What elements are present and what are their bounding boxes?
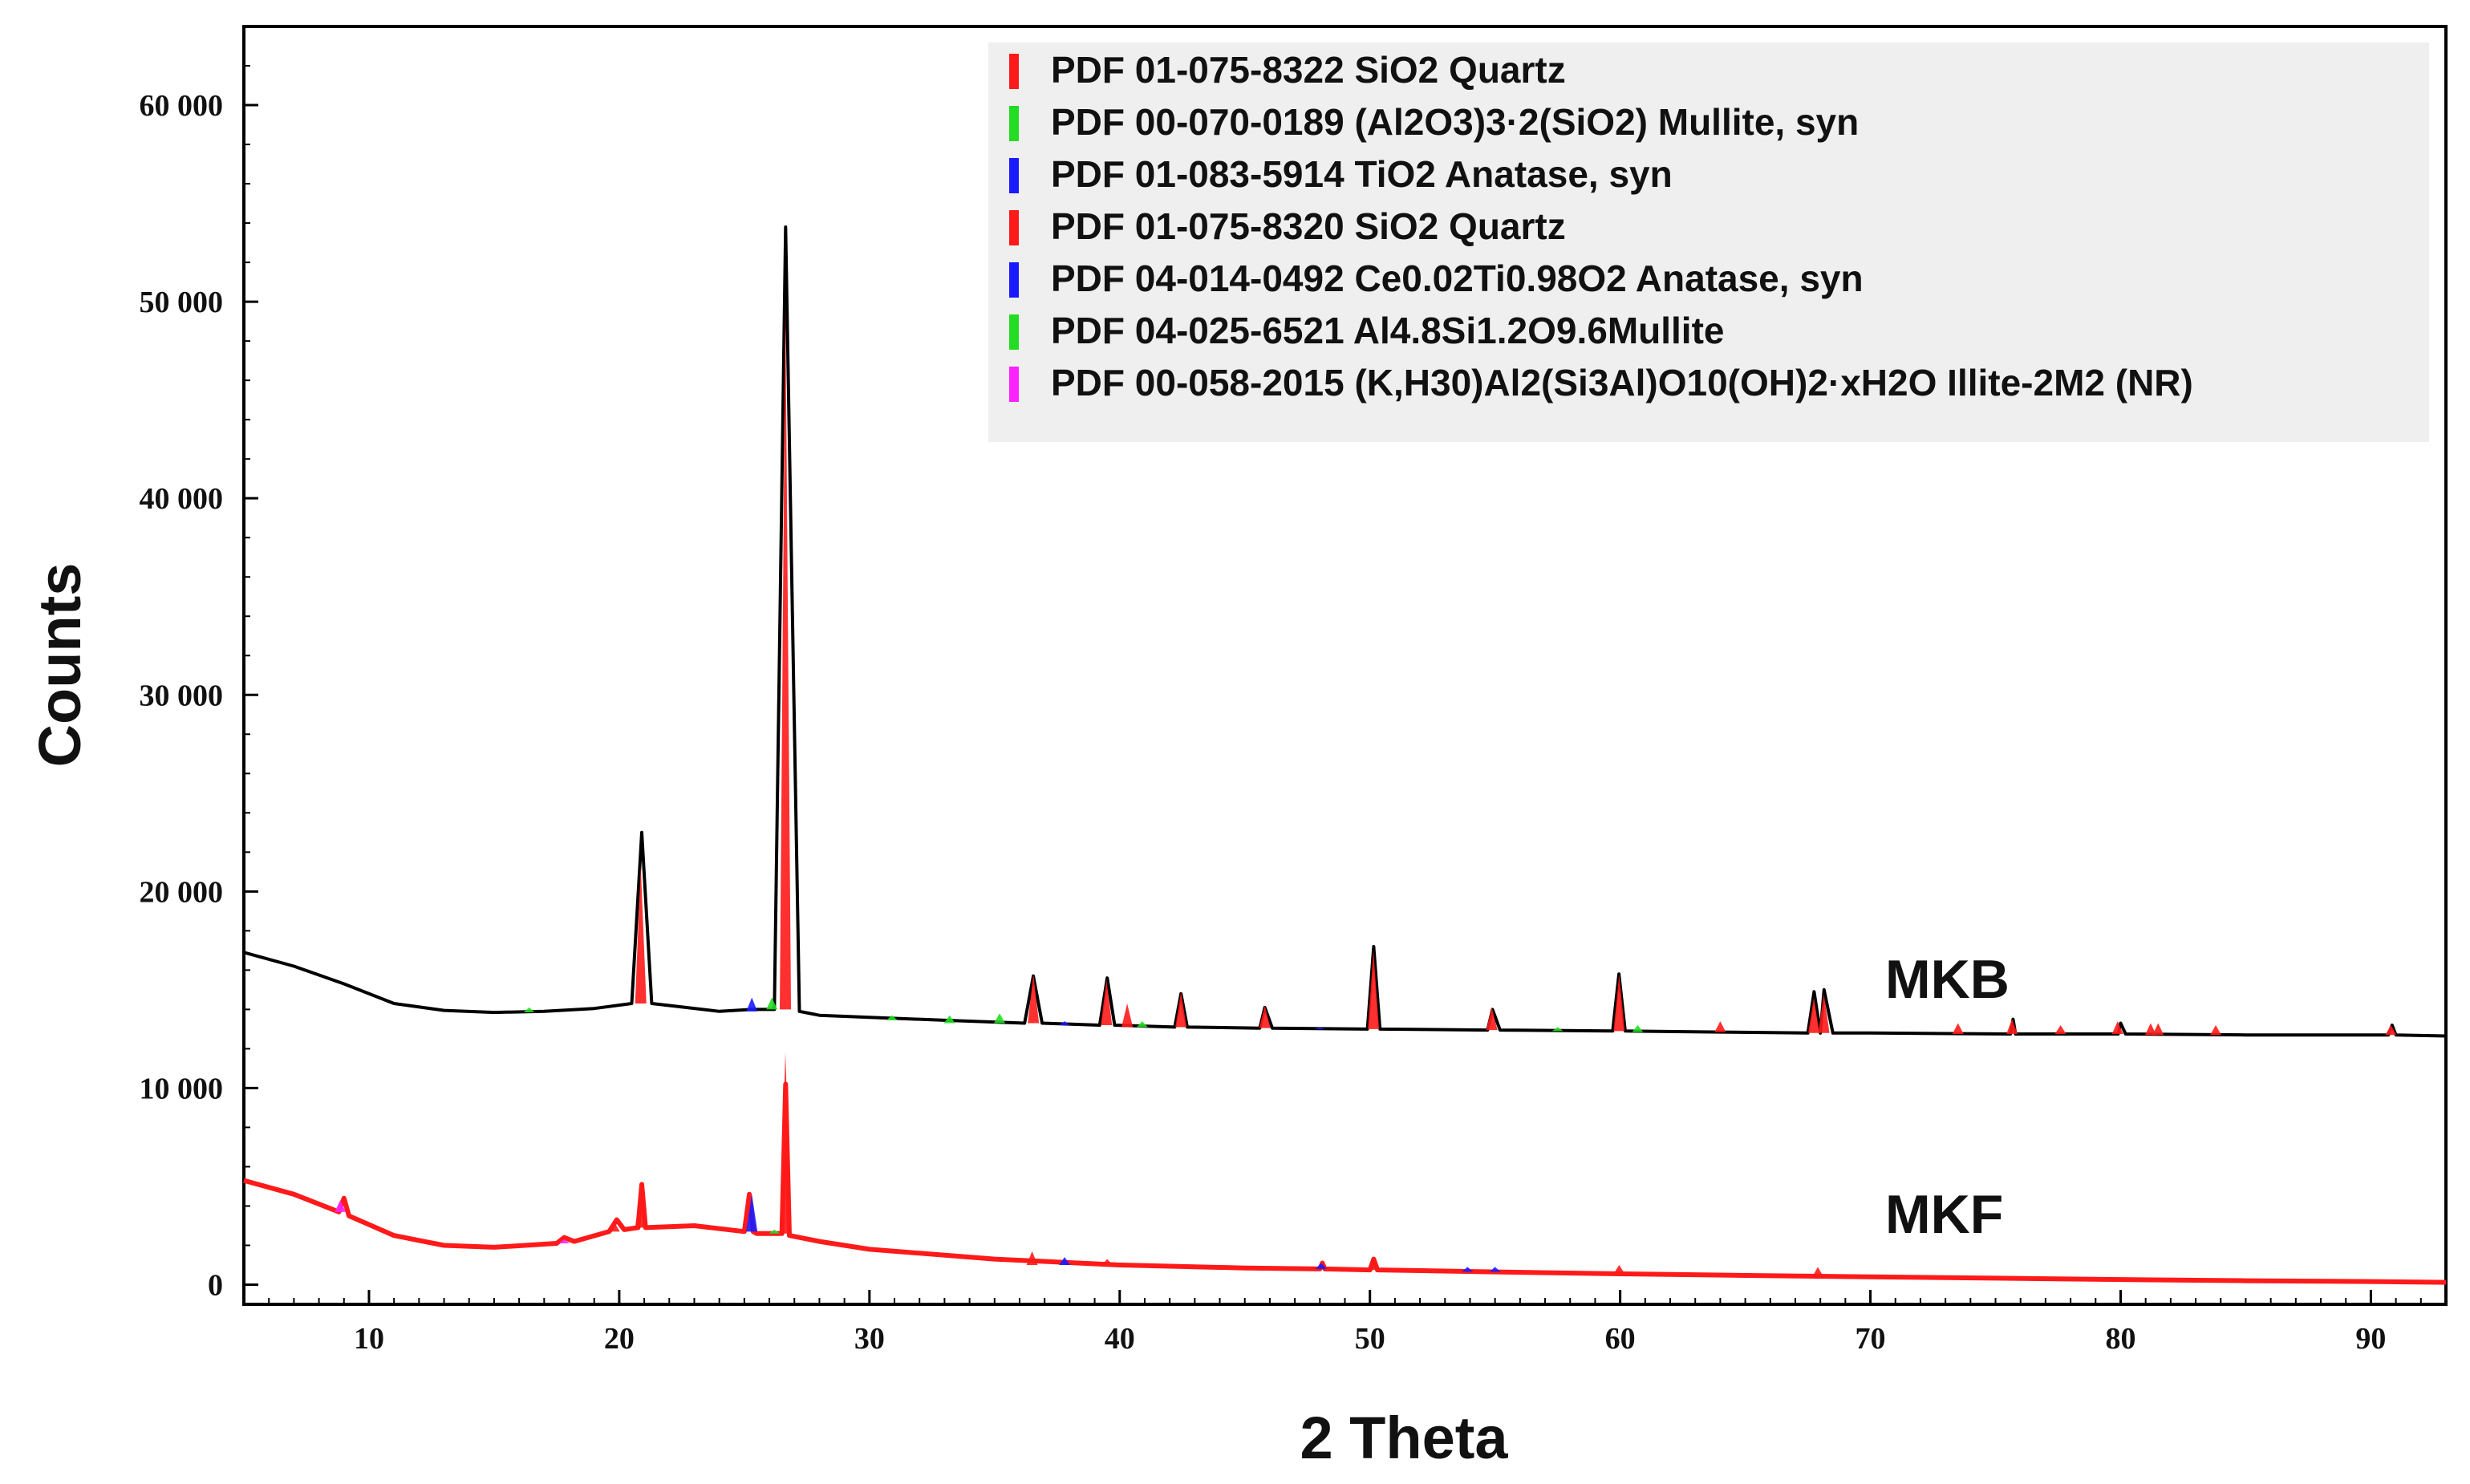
- phase-marker: [2054, 1024, 2066, 1035]
- x-tick-label: 90: [2355, 1322, 2386, 1356]
- y-tick-label: 30 000: [140, 679, 224, 712]
- phase-marker: [943, 1015, 955, 1024]
- phase-marker: [2144, 1023, 2156, 1036]
- phase-marker: [1368, 950, 1380, 1029]
- phase-marker: [746, 1194, 758, 1232]
- legend-label: PDF 01-075-8320 SiO2 Quartz: [1051, 205, 1566, 247]
- legend-item: PDF 00-070-0189 (Al2O3)3·2(SiO2) Mullite…: [1009, 101, 1859, 143]
- legend-swatch: [1009, 210, 1019, 245]
- series-line-mkf: [243, 1081, 2447, 1285]
- legend: PDF 01-075-8322 SiO2 Quartz PDF 00-070-01…: [988, 43, 2429, 442]
- phase-marker: [1028, 974, 1040, 1024]
- legend-label: PDF 04-025-6521 Al4.8Si1.2O9.6Mullite: [1051, 310, 1724, 351]
- y-tick-label: 50 000: [140, 286, 224, 319]
- phase-marker: [994, 1013, 1006, 1024]
- phase-marker-group: [335, 302, 2397, 1277]
- phase-marker: [1812, 1267, 1824, 1277]
- phase-marker: [766, 997, 778, 1010]
- legend-label: PDF 04-014-0492 Ce0.02Ti0.98O2 Anatase, …: [1051, 257, 1864, 299]
- phase-marker: [1551, 1027, 1564, 1032]
- legend-swatch: [1009, 314, 1019, 350]
- phase-marker: [2210, 1024, 2222, 1036]
- legend-item: PDF 04-014-0492 Ce0.02Ti0.98O2 Anatase, …: [1009, 257, 1864, 299]
- legend-swatch: [1009, 106, 1019, 141]
- phase-marker: [1818, 993, 1830, 1033]
- phase-marker: [1121, 1004, 1134, 1028]
- phase-marker: [335, 1200, 347, 1212]
- x-tick-label: 10: [354, 1322, 384, 1356]
- phase-marker: [2006, 1019, 2018, 1035]
- x-tick-label: 70: [1856, 1322, 1886, 1356]
- series-label-mkb: MKB: [1885, 949, 2010, 1010]
- phase-marker: [780, 302, 792, 1010]
- phase-marker: [608, 1222, 620, 1232]
- phase-marker: [769, 1229, 781, 1234]
- phase-marker: [886, 1015, 898, 1020]
- phase-marker: [1026, 1251, 1038, 1265]
- phase-marker: [780, 1052, 792, 1234]
- major-ticks: [244, 103, 2372, 1304]
- y-tick-label: 20 000: [140, 875, 224, 909]
- y-tick-label: 0: [208, 1268, 223, 1302]
- phase-marker: [1462, 1267, 1474, 1272]
- phase-marker: [1059, 1021, 1071, 1025]
- legend-item: PDF 00-058-2015 (K,H30)Al2(Si3Al)O10(OH)…: [1009, 362, 2193, 403]
- phase-marker: [1613, 1264, 1625, 1275]
- legend-swatch: [1009, 54, 1019, 89]
- y-tick-labels: 0 10 000 20 000 30 000 40 000 50 000 60 000: [140, 89, 224, 1302]
- legend-item: PDF 01-075-8322 SiO2 Quartz: [1009, 49, 1566, 91]
- y-axis-title: Counts: [26, 563, 93, 768]
- legend-label: PDF 01-083-5914 TiO2 Anatase, syn: [1051, 153, 1673, 195]
- series-label-mkf: MKF: [1885, 1184, 2003, 1245]
- phase-marker: [2152, 1023, 2164, 1036]
- legend-item: PDF 04-025-6521 Al4.8Si1.2O9.6Mullite: [1009, 310, 1724, 351]
- x-tick-label: 30: [854, 1322, 885, 1356]
- x-tick-label: 50: [1355, 1322, 1385, 1356]
- phase-marker: [1632, 1024, 1644, 1032]
- phase-marker: [1315, 1263, 1327, 1269]
- phase-marker: [1175, 991, 1187, 1028]
- phase-marker: [2385, 1024, 2397, 1036]
- legend-label: PDF 00-070-0189 (Al2O3)3·2(SiO2) Mullite…: [1051, 101, 1859, 143]
- phase-marker: [1101, 979, 1113, 1025]
- phase-marker: [635, 866, 647, 1004]
- legend-item: PDF 01-083-5914 TiO2 Anatase, syn: [1009, 153, 1673, 195]
- legend-swatch: [1009, 262, 1019, 298]
- phase-marker: [1808, 997, 1820, 1033]
- x-tick-label: 80: [2105, 1322, 2135, 1356]
- phase-marker: [1489, 1267, 1501, 1272]
- phase-marker: [1368, 1259, 1380, 1271]
- legend-label: PDF 00-058-2015 (K,H30)Al2(Si3Al)O10(OH)…: [1051, 362, 2193, 403]
- phase-marker: [558, 1239, 570, 1244]
- phase-marker: [1101, 1259, 1113, 1265]
- phase-marker: [1952, 1023, 1964, 1035]
- x-tick-label: 20: [604, 1322, 635, 1356]
- phase-marker: [1136, 1021, 1148, 1028]
- phase-marker: [746, 997, 758, 1012]
- legend-item: PDF 01-075-8320 SiO2 Quartz: [1009, 205, 1566, 247]
- phase-marker: [635, 1186, 647, 1228]
- x-tick-label: 60: [1605, 1322, 1636, 1356]
- y-tick-label: 40 000: [140, 482, 224, 516]
- legend-background: [988, 43, 2429, 442]
- x-axis-title: 2 Theta: [1300, 1405, 1508, 1471]
- legend-items: PDF 01-075-8322 SiO2 Quartz PDF 00-070-01…: [1009, 49, 2193, 403]
- y-tick-label: 60 000: [140, 89, 224, 123]
- phase-marker: [1059, 1257, 1071, 1265]
- phase-marker: [1613, 974, 1625, 1032]
- phase-marker: [2111, 1021, 2123, 1035]
- legend-label: PDF 01-075-8322 SiO2 Quartz: [1051, 49, 1566, 91]
- legend-swatch: [1009, 367, 1019, 402]
- x-tick-labels: 10 20 30 40 50 60 70 80 90: [354, 1322, 2386, 1356]
- phase-marker: [1714, 1021, 1726, 1032]
- phase-marker: [1314, 1027, 1326, 1029]
- phase-marker: [1486, 1007, 1498, 1031]
- x-tick-label: 40: [1105, 1322, 1135, 1356]
- phase-marker: [523, 1007, 535, 1013]
- phase-marker: [1259, 1005, 1271, 1028]
- legend-swatch: [1009, 158, 1019, 193]
- y-tick-label: 10 000: [140, 1072, 224, 1105]
